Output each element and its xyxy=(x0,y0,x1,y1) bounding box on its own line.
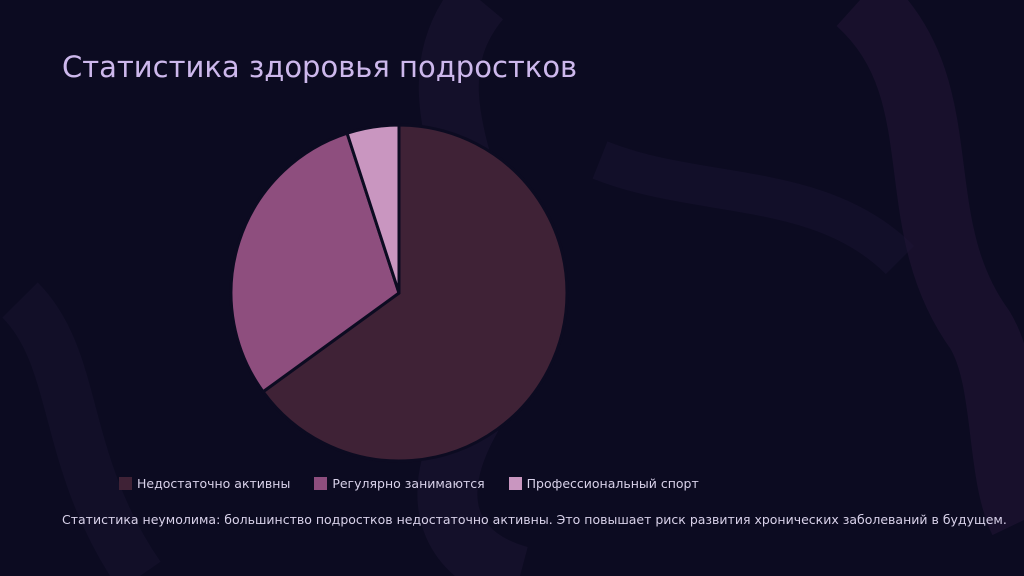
legend-item-2: Регулярно занимаются xyxy=(314,476,485,491)
legend-swatch xyxy=(508,477,522,490)
slide-title: Статистика здоровья подростков xyxy=(62,50,578,84)
legend-label: Регулярно занимаются xyxy=(332,476,485,491)
legend-item-1: Недостаточно активны xyxy=(119,476,290,491)
legend-swatch xyxy=(314,477,328,490)
legend-swatch xyxy=(119,477,132,490)
slide-caption: Статистика неумолима: большинство подрос… xyxy=(62,512,1007,527)
legend-label: Профессиональный спорт xyxy=(526,476,699,491)
pie-slice-3 xyxy=(345,123,401,295)
legend-label: Недостаточно активны xyxy=(137,476,291,491)
legend-item-3: Профессиональный спорт xyxy=(508,476,699,491)
pie-slice-2 xyxy=(229,131,401,394)
chart-legend: Недостаточно активны Регулярно занимаются… xyxy=(119,476,723,491)
pie-slice-1 xyxy=(261,123,569,463)
